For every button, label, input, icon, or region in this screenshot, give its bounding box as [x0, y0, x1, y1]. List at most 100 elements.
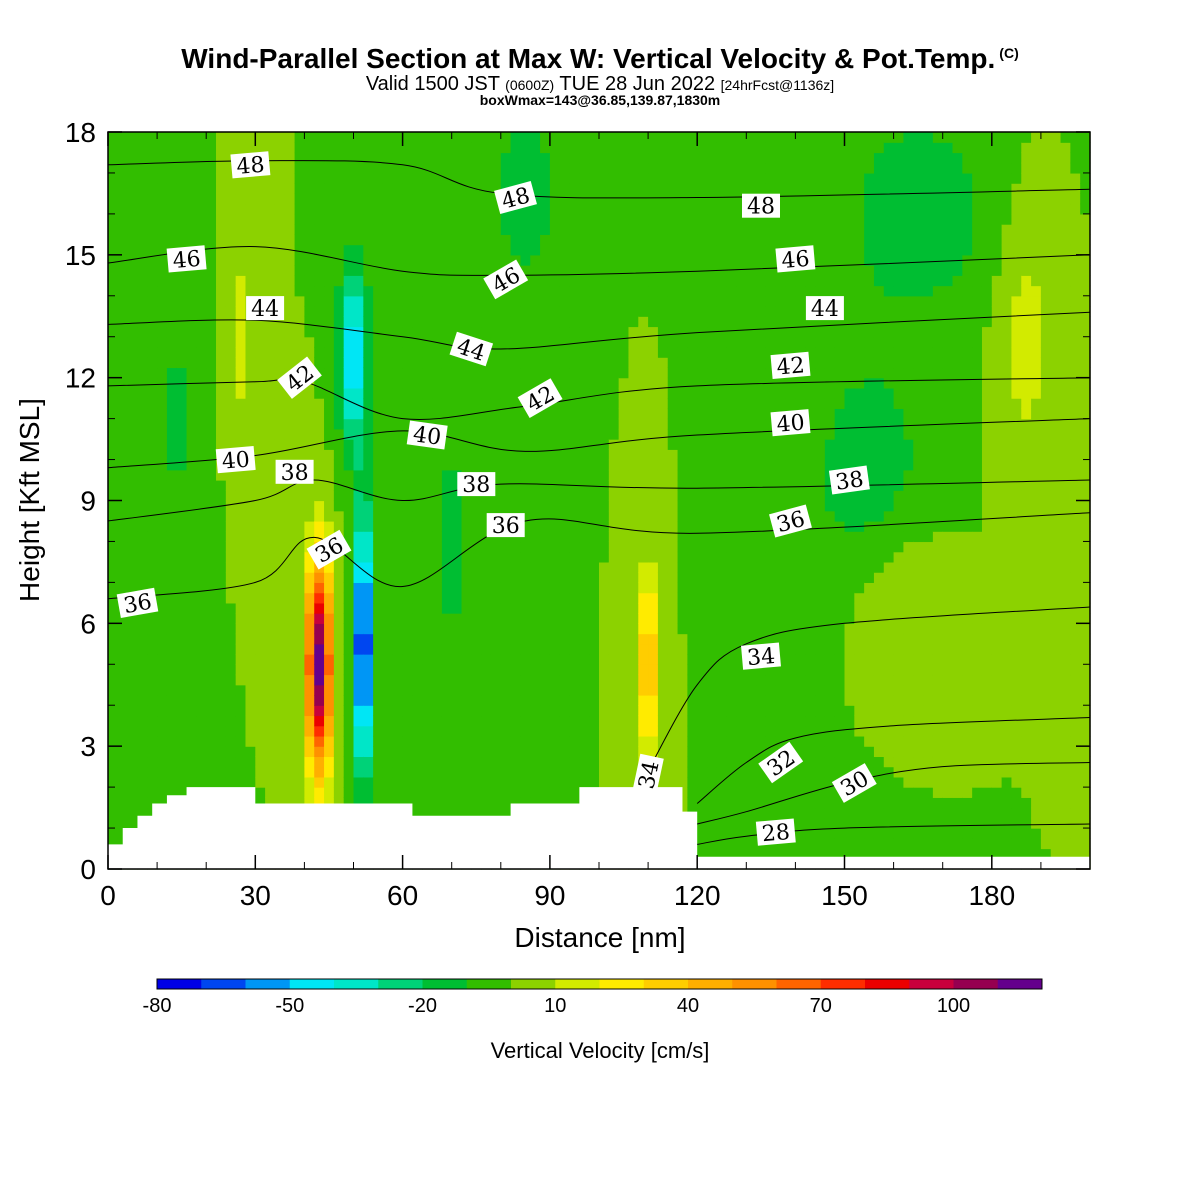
w-cell	[628, 541, 639, 553]
w-cell	[746, 398, 757, 409]
w-cell	[157, 633, 168, 645]
w-cell	[176, 776, 188, 788]
w-cell	[510, 346, 522, 358]
w-cell	[510, 152, 522, 164]
w-cell	[432, 797, 443, 809]
w-cell	[549, 592, 561, 604]
w-cell	[343, 172, 355, 184]
w-cell	[255, 183, 266, 195]
w-cell	[736, 828, 747, 839]
w-cell	[687, 172, 698, 184]
w-cell	[628, 469, 639, 481]
w-cell	[363, 408, 374, 420]
w-cell	[255, 531, 266, 543]
w-cell	[343, 336, 355, 348]
w-cell	[638, 367, 649, 379]
w-cell	[304, 387, 315, 399]
w-cell	[569, 510, 580, 522]
w-cell	[579, 725, 590, 737]
w-cell	[274, 613, 286, 624]
w-cell	[324, 787, 335, 798]
w-cell	[186, 766, 197, 778]
w-cell	[687, 265, 698, 276]
w-cell	[392, 346, 404, 358]
w-cell	[687, 500, 698, 512]
w-cell	[216, 623, 227, 635]
w-cell	[235, 592, 247, 604]
w-cell	[216, 572, 227, 583]
w-cell	[147, 643, 158, 655]
w-cell	[373, 172, 384, 184]
w-cell	[166, 510, 178, 522]
w-cell	[343, 684, 355, 696]
w-cell	[677, 275, 688, 287]
w-cell	[667, 490, 679, 502]
w-cell	[382, 224, 394, 235]
w-cell	[441, 234, 453, 246]
w-cell	[206, 306, 217, 317]
w-cell	[274, 224, 286, 235]
w-cell	[618, 480, 630, 491]
w-cell	[756, 224, 767, 235]
w-cell	[520, 674, 531, 686]
w-cell	[392, 418, 404, 430]
w-cell	[707, 316, 718, 328]
w-cell	[324, 172, 335, 184]
w-cell	[471, 213, 482, 225]
w-cell	[628, 664, 639, 676]
w-cell	[510, 797, 522, 809]
w-cell	[540, 797, 551, 809]
w-cell	[687, 398, 698, 409]
w-cell	[382, 213, 394, 225]
w-cell	[451, 725, 463, 737]
w-cell	[147, 623, 158, 635]
w-cell	[304, 490, 315, 502]
w-cell	[746, 172, 757, 184]
w-cell	[294, 500, 305, 512]
w-cell	[412, 172, 423, 184]
w-cell	[127, 490, 139, 502]
w-cell	[196, 439, 207, 450]
w-cell	[707, 613, 718, 624]
w-cell	[225, 694, 237, 706]
w-cell	[265, 746, 276, 758]
w-cell	[196, 746, 207, 758]
w-cell	[343, 254, 355, 266]
w-cell	[225, 572, 237, 583]
w-cell	[510, 213, 522, 225]
w-cell	[392, 142, 404, 154]
w-cell	[137, 705, 148, 717]
w-cell	[471, 561, 482, 573]
w-cell	[441, 377, 453, 389]
w-cell	[765, 705, 777, 717]
w-cell	[294, 664, 305, 676]
w-cell	[599, 510, 610, 522]
w-cell	[559, 326, 571, 338]
w-cell	[657, 490, 669, 502]
w-cell	[137, 490, 148, 502]
w-cell	[441, 213, 453, 225]
w-cell	[648, 265, 659, 276]
w-cell	[599, 142, 610, 154]
w-cell	[402, 326, 414, 338]
w-cell	[265, 459, 276, 471]
w-cell	[245, 418, 256, 430]
w-cell	[422, 265, 433, 276]
w-cell	[127, 797, 139, 809]
w-cell	[392, 132, 404, 143]
w-cell	[274, 776, 286, 788]
w-cell	[726, 684, 738, 696]
w-cell	[422, 694, 433, 706]
w-cell	[363, 439, 374, 450]
w-cell	[432, 480, 443, 491]
w-cell	[382, 469, 394, 481]
w-cell	[373, 766, 384, 778]
w-cell	[549, 162, 561, 174]
w-cell	[137, 367, 148, 379]
w-cell	[530, 654, 541, 665]
w-cell	[520, 592, 531, 604]
w-cell	[638, 244, 649, 256]
w-cell	[726, 694, 738, 706]
w-cell	[697, 367, 708, 379]
w-cell	[333, 582, 345, 594]
